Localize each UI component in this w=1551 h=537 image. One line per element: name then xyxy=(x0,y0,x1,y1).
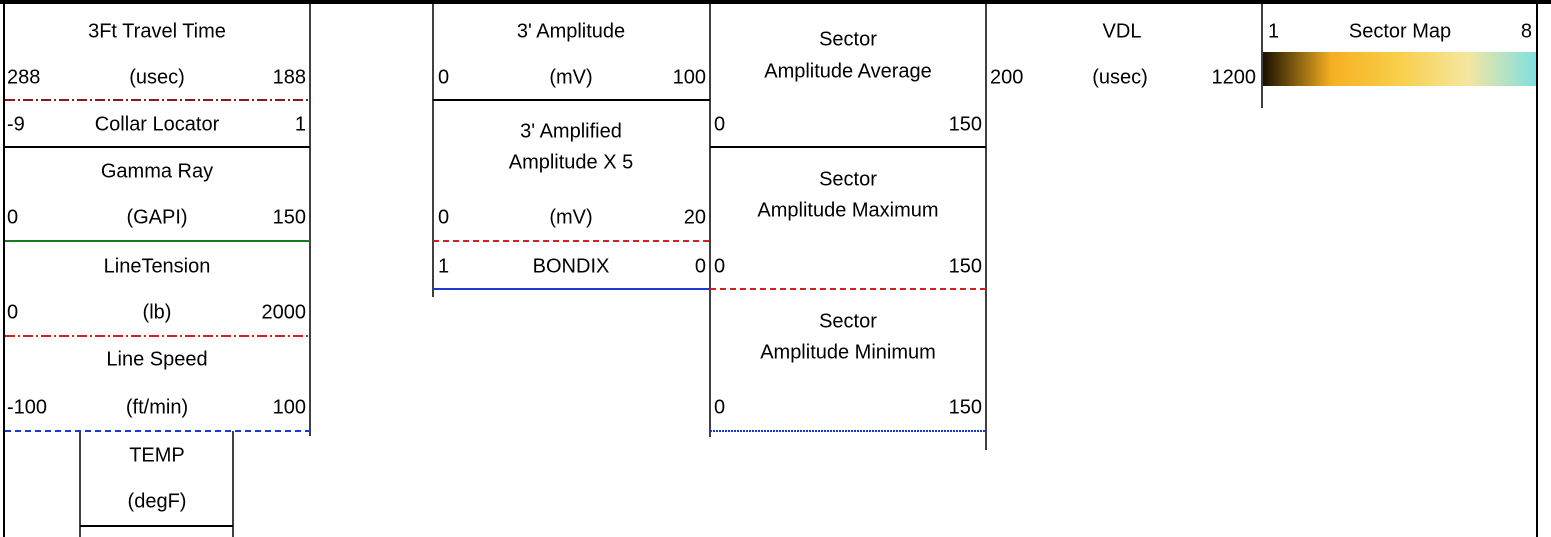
scale-right: 150 xyxy=(949,255,982,277)
curve-title: LineTension xyxy=(104,255,211,277)
curve-title: Line Speed xyxy=(106,348,207,370)
curve-title: 3' Amplitude xyxy=(517,20,625,42)
scale-right: 150 xyxy=(949,396,982,418)
curve-title: 3' Amplified xyxy=(520,120,622,142)
scale-right: 188 xyxy=(273,66,306,88)
scale-right: 8 xyxy=(1521,20,1532,42)
unit: (usec) xyxy=(1092,66,1148,88)
scale-right: 20 xyxy=(684,206,706,228)
scale-right: 100 xyxy=(673,66,706,88)
scale-left: 0 xyxy=(714,113,725,135)
scale-left: 0 xyxy=(438,206,449,228)
curve-title: VDL xyxy=(1103,20,1142,42)
curve-title: BONDIX xyxy=(533,255,610,277)
curve-title: 3Ft Travel Time xyxy=(88,20,226,42)
curve-title: Amplitude Average xyxy=(764,60,932,82)
scale-right: 2000 xyxy=(262,301,307,323)
scale-left: -100 xyxy=(7,396,47,418)
scale-left: 0 xyxy=(714,255,725,277)
scale-left: 0 xyxy=(7,206,18,228)
unit: (mV) xyxy=(549,66,592,88)
scale-right: 1200 xyxy=(1212,66,1257,88)
unit: (usec) xyxy=(129,66,185,88)
unit: (ft/min) xyxy=(126,396,188,418)
scale-left: -9 xyxy=(7,113,25,135)
scale-left: 0 xyxy=(438,66,449,88)
color-scale xyxy=(1263,52,1536,86)
curve-title: Amplitude Maximum xyxy=(757,199,938,221)
curve-title: Sector Map xyxy=(1349,20,1451,42)
scale-left: 1 xyxy=(438,255,449,277)
unit: (degF) xyxy=(128,490,187,512)
curve-title: Sector xyxy=(819,168,877,190)
curve-title: Gamma Ray xyxy=(101,160,213,182)
curve-title: Amplitude X 5 xyxy=(509,151,634,173)
curve-title: Amplitude Minimum xyxy=(760,341,936,363)
unit: (GAPI) xyxy=(126,206,187,228)
scale-left: 0 xyxy=(714,396,725,418)
scale-right: 150 xyxy=(949,113,982,135)
unit: (mV) xyxy=(549,206,592,228)
curve-title: Collar Locator xyxy=(95,113,220,135)
curve-title: Sector xyxy=(819,28,877,50)
scale-right: 0 xyxy=(695,255,706,277)
scale-right: 150 xyxy=(273,206,306,228)
scale-right: 1 xyxy=(295,113,306,135)
scale-left: 0 xyxy=(7,301,18,323)
scale-left: 200 xyxy=(990,66,1023,88)
unit: (lb) xyxy=(143,301,172,323)
scale-right: 100 xyxy=(273,396,306,418)
curve-title: TEMP xyxy=(129,444,185,466)
scale-left: 288 xyxy=(7,66,40,88)
scale-left: 1 xyxy=(1268,20,1279,42)
curve-title: Sector xyxy=(819,310,877,332)
